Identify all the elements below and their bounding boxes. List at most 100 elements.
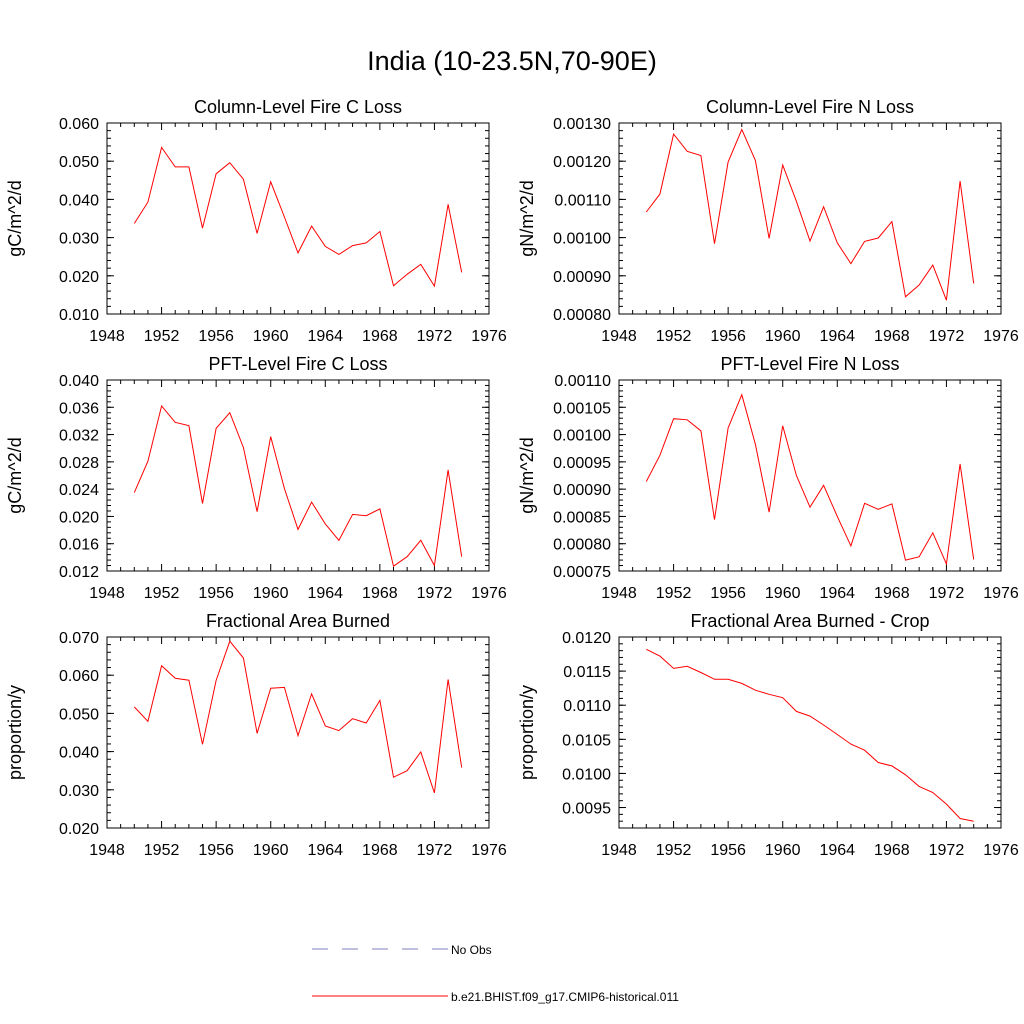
x-tick-label: 1960 [765,842,801,859]
x-tick-label: 1960 [765,585,801,602]
series-line-1 [133,404,463,568]
y-axis-label: proportion/y [5,685,25,780]
chart-panel-4: PFT-Level Fire N Loss gN/m^2/d 1948 1952 195… [517,354,1019,602]
panel-title: Fractional Area Burned [206,611,390,631]
x-tick-label: 1976 [471,585,507,602]
y-tick-label: 0.00090 [553,482,611,499]
plot-frame [618,379,1002,572]
y-tick-label: 0.040 [59,373,99,390]
x-tick-label: 1956 [710,585,746,602]
y-tick-label: 0.016 [59,537,99,554]
y-axis-label: gN/m^2/d [517,180,537,256]
y-tick-label: 0.040 [59,192,99,209]
x-tick-label: 1956 [198,585,234,602]
x-tick-label: 1968 [362,585,398,602]
x-tick-label: 1960 [253,585,289,602]
y-tick-label: 0.0105 [562,732,611,749]
x-tick-label: 1976 [983,585,1019,602]
y-tick-label: 0.00130 [553,116,611,133]
x-tick-label: 1952 [144,842,180,859]
x-tick-label: 1960 [253,328,289,345]
y-tick-label: 0.050 [59,154,99,171]
y-tick-label: 0.00100 [553,231,611,248]
y-tick-label: 0.00095 [553,455,611,472]
y-tick-label: 0.00085 [553,509,611,526]
y-tick-label: 0.0110 [563,698,611,715]
x-tick-label: 1964 [819,585,855,602]
x-tick-label: 1968 [874,328,910,345]
x-tick-label: 1948 [601,328,637,345]
x-tick-label: 1972 [929,328,965,345]
chart-panel-3: PFT-Level Fire C Loss gC/m^2/d 1948 1952 195… [5,354,507,602]
panel-title: Fractional Area Burned - Crop [690,611,929,631]
plot-frame [618,122,1002,315]
y-tick-label: 0.0095 [562,801,611,818]
y-tick-label: 0.030 [59,231,99,248]
x-tick-label: 1948 [89,842,125,859]
chart-panel-6: Fractional Area Burned - Crop proportion/… [517,611,1019,859]
x-tick-label: 1976 [983,842,1019,859]
y-tick-label: 0.030 [59,783,99,800]
legend-label-2: b.e21.BHIST.f09_g17.CMIP6-historical.011 [451,990,679,1004]
y-tick-label: 0.0120 [562,630,611,647]
y-tick-label: 0.0115 [563,664,611,681]
x-tick-label: 1948 [601,842,637,859]
x-tick-label: 1964 [819,842,855,859]
x-tick-label: 1968 [362,842,398,859]
x-tick-label: 1956 [198,328,234,345]
y-tick-label: 0.00110 [554,373,611,390]
x-tick-label: 1956 [198,842,234,859]
x-tick-label: 1972 [417,842,453,859]
x-tick-label: 1952 [656,585,692,602]
y-axis-label: proportion/y [517,685,537,780]
x-tick-label: 1972 [929,842,965,859]
chart-panel-1: Column-Level Fire C Loss gC/m^2/d 1948 1952… [5,97,507,345]
plot-frame [106,636,490,829]
x-tick-label: 1952 [656,842,692,859]
y-tick-label: 0.00110 [554,192,611,209]
y-tick-label: 0.070 [59,630,99,647]
panel-title: PFT-Level Fire N Loss [720,354,899,374]
figure-title: India (10-23.5N,70-90E) [367,46,657,76]
x-tick-label: 1964 [307,328,343,345]
panel-title: Column-Level Fire C Loss [194,97,402,117]
y-axis-label: gC/m^2/d [5,437,25,513]
x-tick-label: 1948 [89,585,125,602]
y-tick-label: 0.040 [59,745,99,762]
y-tick-label: 0.00100 [553,428,611,445]
y-tick-label: 0.00120 [553,154,611,171]
y-tick-label: 0.00080 [553,537,611,554]
legend-label-1: No Obs [451,943,492,957]
x-tick-label: 1948 [601,585,637,602]
chart-panel-5: Fractional Area Burned proportion/y 1948 19… [5,611,507,859]
series-line-1 [133,146,463,288]
x-tick-label: 1964 [819,328,855,345]
x-tick-label: 1960 [765,328,801,345]
y-tick-label: 0.020 [59,821,99,838]
y-tick-label: 0.032 [59,428,99,445]
x-tick-label: 1956 [710,328,746,345]
x-tick-label: 1968 [874,842,910,859]
y-tick-label: 0.060 [59,116,99,133]
panel-title: PFT-Level Fire C Loss [208,354,387,374]
x-tick-label: 1972 [929,585,965,602]
y-tick-label: 0.020 [59,269,99,286]
y-tick-label: 0.0100 [562,766,611,783]
plot-frame [618,636,1002,829]
y-tick-label: 0.020 [59,509,99,526]
y-tick-label: 0.024 [59,482,99,499]
x-tick-label: 1968 [362,328,398,345]
x-tick-label: 1960 [253,842,289,859]
y-tick-label: 0.036 [59,400,99,417]
x-tick-label: 1964 [307,585,343,602]
x-tick-label: 1972 [417,328,453,345]
y-tick-label: 0.028 [59,455,99,472]
panel-title: Column-Level Fire N Loss [706,97,914,117]
x-tick-label: 1968 [874,585,910,602]
x-tick-label: 1972 [417,585,453,602]
series-line-1 [645,393,975,566]
chart-panel-2: Column-Level Fire N Loss gN/m^2/d 1948 1952… [517,97,1019,345]
x-tick-label: 1952 [656,328,692,345]
y-tick-label: 0.050 [59,706,99,723]
